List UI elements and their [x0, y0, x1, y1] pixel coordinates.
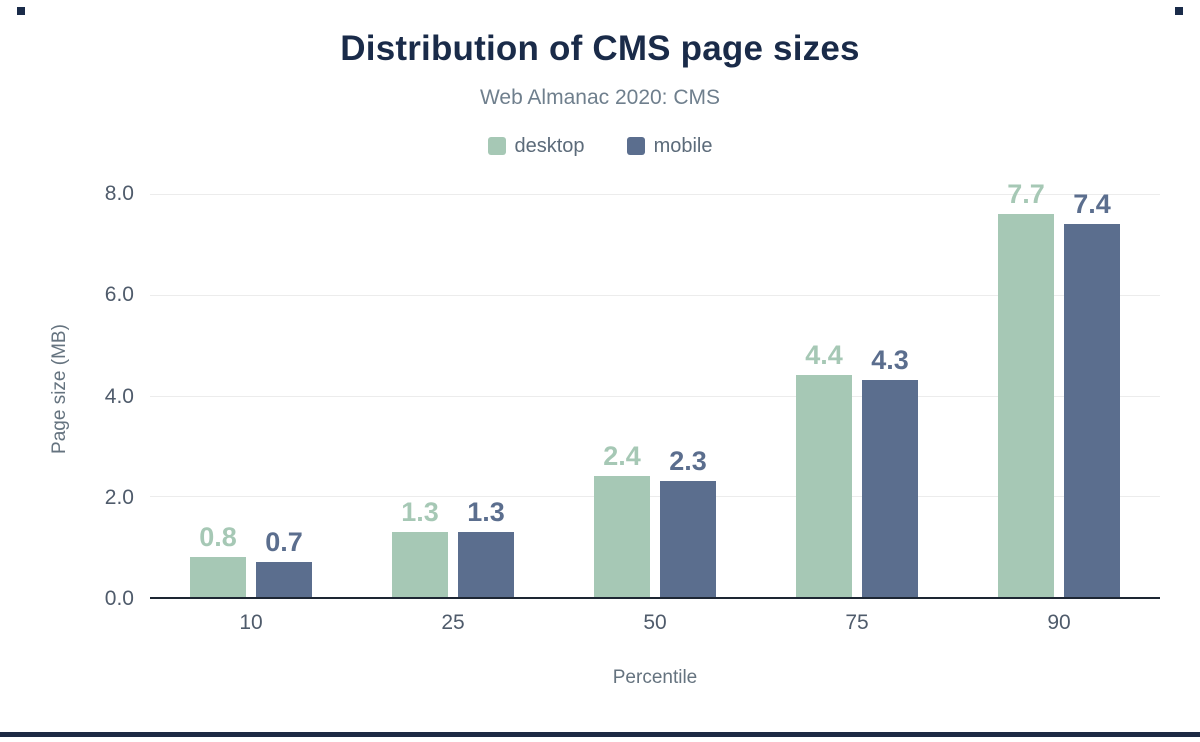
- mobile-bar[interactable]: [1064, 224, 1120, 597]
- desktop-value-label: 2.4: [603, 441, 641, 472]
- bar-group-p10: 0.8 0.7: [150, 179, 352, 597]
- chart-subtitle: Web Almanac 2020: CMS: [479, 86, 721, 109]
- plot-area: 0.8 0.7 1.3 1.3 2.4 2.3 4.4 4.3 7.7 7.4: [150, 179, 1160, 599]
- bar-group-p50: 2.4 2.3: [554, 179, 756, 597]
- mobile-value-label: 7.4: [1073, 189, 1111, 220]
- x-tick-label: 50: [643, 611, 667, 634]
- gridline: [150, 194, 1160, 196]
- mobile-bar[interactable]: [660, 481, 716, 597]
- legend-label: desktop: [514, 134, 585, 157]
- desktop-bar-column: 0.8: [190, 179, 246, 597]
- bar-group-p90: 7.7 7.4: [958, 179, 1160, 597]
- y-tick-label: 4.0: [104, 384, 134, 408]
- bar-groups: 0.8 0.7 1.3 1.3 2.4 2.3 4.4 4.3 7.7 7.4: [150, 179, 1160, 597]
- desktop-bar-column: 1.3: [392, 179, 448, 597]
- bar-group-p25: 1.3 1.3: [352, 179, 554, 597]
- x-tick-label: 25: [441, 611, 465, 634]
- mobile-bar-column: 1.3: [458, 179, 514, 597]
- desktop-value-label: 0.8: [199, 521, 237, 552]
- desktop-bar[interactable]: [594, 476, 650, 597]
- legend-swatch-icon: [487, 137, 506, 155]
- x-tick-label: 75: [845, 611, 869, 634]
- corner-mark-left: [17, 7, 25, 15]
- y-axis-title-text: Page size (MB): [49, 324, 70, 454]
- desktop-bar[interactable]: [190, 556, 246, 597]
- y-axis-title: Page size (MB): [40, 179, 80, 599]
- mobile-value-label: 4.3: [871, 345, 909, 376]
- desktop-value-label: 4.4: [805, 340, 843, 371]
- corner-mark-right: [1175, 7, 1183, 15]
- y-tick-label: 0.0: [104, 587, 134, 610]
- desktop-bar-column: 2.4: [594, 179, 650, 597]
- x-tick-label: 90: [1047, 611, 1071, 634]
- bar-group-p75: 4.4 4.3: [756, 179, 958, 597]
- brand-footer-line: [0, 732, 1200, 737]
- gridline: [150, 294, 1160, 296]
- desktop-bar[interactable]: [796, 375, 852, 597]
- chart-title: Distribution of CMS page sizes: [340, 29, 860, 68]
- y-tick-label: 2.0: [104, 485, 134, 509]
- mobile-value-label: 2.3: [669, 446, 707, 477]
- mobile-bar-column: 2.3: [660, 179, 716, 597]
- y-tick-label: 8.0: [104, 182, 134, 206]
- mobile-bar[interactable]: [862, 380, 918, 597]
- mobile-bar-column: 7.4: [1064, 179, 1120, 597]
- chart-region: Page size (MB) 8.0 6.0 4.0 2.0 0.0 0.8 0.7 1.3…: [40, 179, 1160, 689]
- mobile-value-label: 0.7: [265, 526, 303, 557]
- gridline: [150, 496, 1160, 498]
- mobile-bar-column: 4.3: [862, 179, 918, 597]
- desktop-bar-column: 4.4: [796, 179, 852, 597]
- desktop-bar-column: 7.7: [998, 179, 1054, 597]
- legend-item-mobile[interactable]: mobile: [626, 134, 713, 158]
- mobile-bar[interactable]: [256, 561, 312, 597]
- x-axis-title: Percentile: [612, 667, 698, 688]
- legend-swatch-icon: [626, 137, 645, 155]
- x-tick-label: 10: [239, 611, 263, 634]
- mobile-value-label: 1.3: [467, 496, 505, 527]
- mobile-bar-column: 0.7: [256, 179, 312, 597]
- legend: desktop mobile: [40, 135, 1160, 157]
- y-tick-label: 6.0: [104, 283, 134, 307]
- mobile-bar[interactable]: [458, 531, 514, 597]
- legend-label: mobile: [653, 134, 713, 157]
- x-axis-ticks: 10 25 50 75 90: [150, 611, 1160, 635]
- desktop-bar[interactable]: [392, 531, 448, 597]
- desktop-bar[interactable]: [998, 214, 1054, 597]
- desktop-value-label: 7.7: [1007, 179, 1045, 209]
- gridline: [150, 395, 1160, 397]
- legend-item-desktop[interactable]: desktop: [487, 134, 585, 158]
- desktop-value-label: 1.3: [401, 496, 439, 527]
- y-axis-ticks: 8.0 6.0 4.0 2.0 0.0: [80, 179, 150, 610]
